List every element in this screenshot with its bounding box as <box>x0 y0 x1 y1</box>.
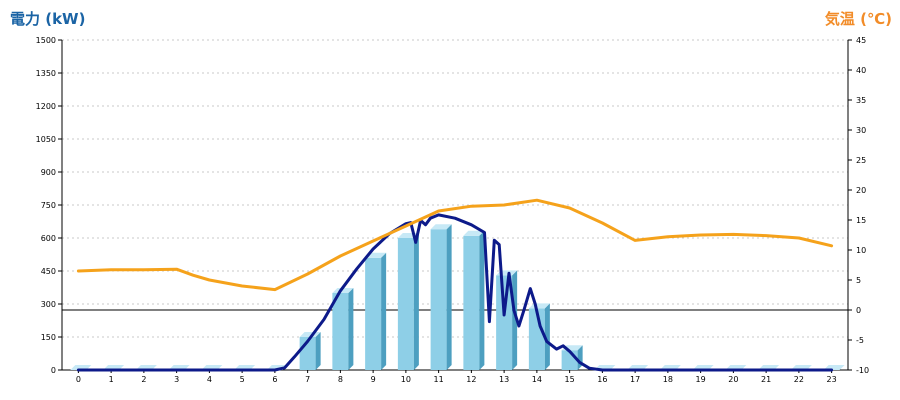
x-tick-label: 1 <box>109 375 114 384</box>
temperature-line <box>76 198 834 292</box>
power-line <box>76 213 834 372</box>
x-tick-label: 14 <box>532 375 542 384</box>
right-tick-label: 25 <box>856 156 866 165</box>
right-tick-label: -5 <box>856 336 864 345</box>
x-tick-label: 9 <box>371 375 376 384</box>
x-tick-label: 3 <box>174 375 179 384</box>
bar <box>332 288 354 370</box>
right-tick-label: 0 <box>856 306 861 315</box>
x-tick-label: 11 <box>434 375 444 384</box>
left-tick-label: 0 <box>51 366 56 375</box>
right-tick-label: 30 <box>856 126 866 135</box>
right-tick-label: 5 <box>856 276 861 285</box>
bar <box>365 252 387 370</box>
left-tick-label: 600 <box>41 234 56 243</box>
left-tick-label: 1500 <box>36 36 56 45</box>
bar <box>496 270 518 370</box>
x-tick-label: 22 <box>794 375 804 384</box>
x-tick-label: 8 <box>338 375 343 384</box>
x-tick-label: 5 <box>240 375 245 384</box>
bar <box>397 233 419 370</box>
x-tick-label: 20 <box>728 375 738 384</box>
bar <box>528 303 550 370</box>
left-tick-label: 900 <box>41 168 56 177</box>
right-tick-label: 35 <box>856 96 866 105</box>
x-tick-label: 0 <box>76 375 81 384</box>
x-tick-label: 23 <box>827 375 837 384</box>
x-tick-label: 2 <box>141 375 146 384</box>
right-tick-label: 10 <box>856 246 866 255</box>
x-tick-label: 7 <box>305 375 310 384</box>
x-tick-label: 19 <box>696 375 706 384</box>
right-tick-label: 15 <box>856 216 866 225</box>
left-tick-label: 1050 <box>36 135 56 144</box>
x-tick-label: 16 <box>597 375 607 384</box>
left-tick-label: 1350 <box>36 69 56 78</box>
right-tick-label: 45 <box>856 36 866 45</box>
right-tick-label: 40 <box>856 66 866 75</box>
left-tick-label: 1200 <box>36 102 56 111</box>
left-axis-title: 電力 (kW) <box>10 10 86 28</box>
left-tick-label: 300 <box>41 300 56 309</box>
right-tick-label: -10 <box>856 366 869 375</box>
x-tick-label: 17 <box>630 375 640 384</box>
right-axis-title: 気温 (℃) <box>824 10 892 28</box>
bar <box>463 230 485 370</box>
x-tick-label: 4 <box>207 375 212 384</box>
right-tick-label: 20 <box>856 186 866 195</box>
x-tick-label: 12 <box>466 375 476 384</box>
left-tick-label: 450 <box>41 267 56 276</box>
left-tick-label: 150 <box>41 333 56 342</box>
left-tick-label: 750 <box>41 201 56 210</box>
bar <box>430 224 452 370</box>
x-tick-label: 10 <box>401 375 411 384</box>
x-tick-label: 21 <box>761 375 771 384</box>
x-tick-label: 18 <box>663 375 673 384</box>
x-tick-label: 15 <box>565 375 575 384</box>
x-tick-label: 13 <box>499 375 509 384</box>
x-tick-label: 6 <box>272 375 277 384</box>
